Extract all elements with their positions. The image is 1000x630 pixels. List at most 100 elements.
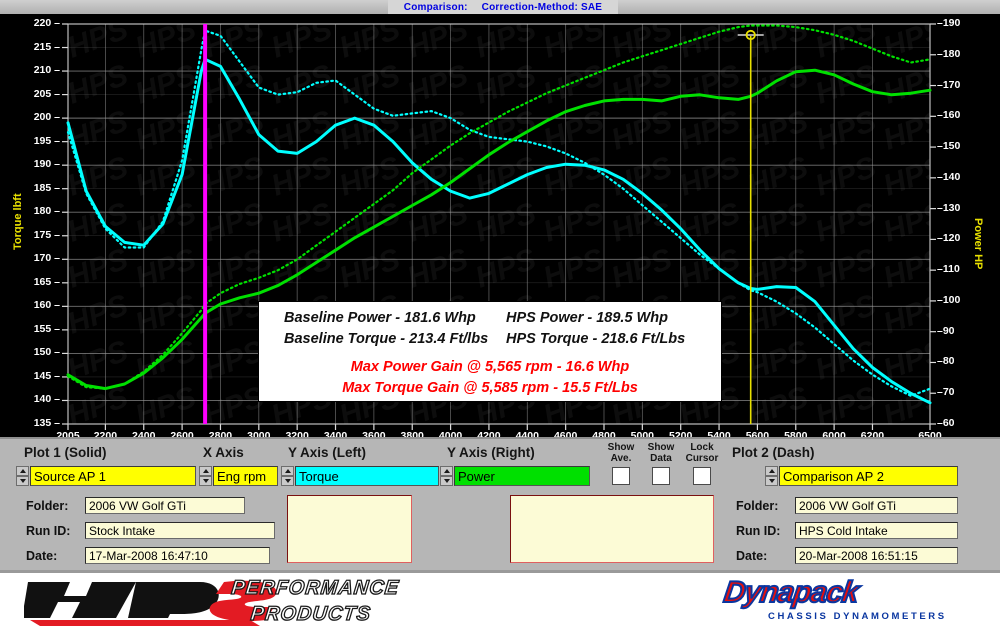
dynapack-wordmark: Dynapack <box>721 575 861 610</box>
y-axis-left-spinner-up-icon[interactable] <box>281 466 294 476</box>
plot2-spinner-down-icon[interactable] <box>765 476 778 486</box>
y-axis-right-title: Power HP <box>972 218 984 270</box>
y-right-tick-190: –190 <box>937 17 961 29</box>
run2-notes-pad[interactable] <box>510 495 714 563</box>
y-left-tick-135: 135 – <box>33 417 60 429</box>
hps-logo-icon <box>24 580 277 626</box>
baseline-torque-text: Baseline Torque - 213.4 Ft/lbs <box>284 330 489 347</box>
y-right-tick-60: –60 <box>937 417 955 429</box>
show-ave-label-2: Ave. <box>610 452 632 464</box>
hps-torque-text: HPS Torque - 218.6 Ft/Lbs <box>506 330 686 347</box>
show-ave-checkbox[interactable] <box>612 467 630 485</box>
y-left-tick-205: 205 – <box>33 87 60 100</box>
run1-runid-label: Run ID: <box>26 524 71 538</box>
hps-wordmark: PERFORMANCE PRODUCTS <box>227 576 482 628</box>
y-right-tick-120: –120 <box>937 232 961 245</box>
x-axis-spinner-down-icon[interactable] <box>199 476 212 486</box>
correction-method-label: Correction-Method: SAE <box>481 1 603 13</box>
plot1-spinner[interactable] <box>16 466 29 486</box>
plot2-select[interactable]: Comparison AP 2 <box>779 466 958 486</box>
run2-date-label: Date: <box>736 549 768 563</box>
run2-folder-field[interactable]: 2006 VW Golf GTi <box>795 497 958 514</box>
show-data-checkbox[interactable] <box>652 467 670 485</box>
x-axis-select[interactable]: Eng rpm <box>213 466 278 486</box>
y-left-tick-180: 180 – <box>33 205 60 218</box>
plot2-spinner-up-icon[interactable] <box>765 466 778 476</box>
y-left-tick-155: 155 – <box>33 322 60 335</box>
y-left-tick-215: 215 – <box>33 40 60 53</box>
y-left-tick-175: 175 – <box>33 228 60 241</box>
y-axis-right-spinner-down-icon[interactable] <box>440 476 453 486</box>
y-right-tick-170: –170 <box>937 78 961 91</box>
y-left-tick-195: 195 – <box>33 134 60 147</box>
y-left-tick-150: 150 – <box>33 346 60 359</box>
y-right-tick-90: –90 <box>937 324 955 337</box>
run1-date-field[interactable]: 17-Mar-2008 16:47:10 <box>85 547 270 564</box>
plot1-spinner-down-icon[interactable] <box>16 476 29 486</box>
hps-performance-text: PERFORMANCE <box>230 576 401 599</box>
show-ave-label-1: Show <box>607 442 635 453</box>
run2-runid-label: Run ID: <box>736 524 781 538</box>
y-left-tick-170: 170 – <box>33 252 60 265</box>
y-axis-right-spinner[interactable] <box>440 466 453 486</box>
y-left-tick-200: 200 – <box>33 111 60 124</box>
y-left-tick-145: 145 – <box>33 369 60 382</box>
plot1-spinner-up-icon[interactable] <box>16 466 29 476</box>
y-axis-left-spinner[interactable] <box>281 466 294 486</box>
y-right-tick-150: –150 <box>937 140 961 153</box>
plot1-header: Plot 1 (Solid) <box>24 445 107 460</box>
y-right-tick-130: –130 <box>937 201 961 214</box>
show-data-label-1: Show <box>647 442 675 453</box>
lock-cursor-checkbox[interactable] <box>693 467 711 485</box>
run1-notes-pad[interactable] <box>287 495 412 563</box>
max-power-gain-text: Max Power Gain @ 5,565 rpm - 16.6 Whp <box>350 359 630 375</box>
run1-folder-field[interactable]: 2006 VW Golf GTi <box>85 497 245 514</box>
run2-date-field[interactable]: 20-Mar-2008 16:51:15 <box>795 547 958 564</box>
run1-date-label: Date: <box>26 549 58 563</box>
max-torque-gain-text: Max Torque Gain @ 5,585 rpm - 15.5 Ft/Lb… <box>342 380 638 397</box>
y-left-tick-210: 210 – <box>33 64 60 77</box>
y-left-tick-165: 165 – <box>33 275 60 288</box>
control-panel: Plot 1 (Solid) X Axis Y Axis (Left) Y Ax… <box>0 437 1000 570</box>
y-left-tick-190: 190 – <box>33 158 60 171</box>
show-data-label-2: Data <box>650 452 672 464</box>
y-right-tick-110: –110 <box>937 263 960 276</box>
window-title-bar: Comparison: Correction-Method: SAE <box>0 0 1000 14</box>
run1-runid-field[interactable]: Stock Intake <box>85 522 275 539</box>
comparison-label: Comparison: <box>403 1 468 13</box>
y-axis-left-select[interactable]: Torque <box>295 466 439 486</box>
baseline-power-text: Baseline Power - 181.6 Whp <box>284 309 476 326</box>
y-left-tick-185: 185 – <box>33 181 60 194</box>
y-left-tick-220: 220 – <box>33 17 60 29</box>
lock-cursor-label-2: Cursor <box>685 452 719 464</box>
y-right-tick-70: –70 <box>937 386 955 399</box>
y-right-tick-100: –100 <box>937 293 961 306</box>
run1-folder-label: Folder: <box>26 499 69 513</box>
y-right-tick-160: –160 <box>937 109 961 122</box>
footer-logo-bar: PERFORMANCE PRODUCTS Dynapack CHASSIS DY… <box>0 570 1000 630</box>
plot2-spinner[interactable] <box>765 466 778 486</box>
hps-power-text: HPS Power - 189.5 Whp <box>506 309 668 326</box>
y-axis-right-select[interactable]: Power <box>454 466 590 486</box>
y-axis-right-spinner-up-icon[interactable] <box>440 466 453 476</box>
y-right-tick-140: –140 <box>937 170 961 183</box>
run2-runid-field[interactable]: HPS Cold Intake <box>795 522 958 539</box>
dyno-chart[interactable]: HPS HPS HPS HPS HPS HPS HPS HPS HPS HPS HPS HPS HPS H… <box>0 14 1000 442</box>
hps-products-text: PRODUCTS <box>249 602 373 625</box>
plot1-select[interactable]: Source AP 1 <box>30 466 196 486</box>
y-axis-left-title: Torque lbft <box>12 193 24 250</box>
y-axis-right-header: Y Axis (Right) <box>447 445 535 460</box>
y-right-tick-80: –80 <box>937 355 955 368</box>
plot2-header: Plot 2 (Dash) <box>732 445 815 460</box>
y-left-tick-140: 140 – <box>33 393 60 406</box>
y-right-tick-180: –180 <box>937 47 961 60</box>
x-axis-header: X Axis <box>203 445 244 460</box>
x-axis-spinner-up-icon[interactable] <box>199 466 212 476</box>
y-axis-left-header: Y Axis (Left) <box>288 445 367 460</box>
dynapack-subtitle: CHASSIS DYNAMOMETERS <box>768 611 947 622</box>
y-left-tick-160: 160 – <box>33 299 60 312</box>
lock-cursor-label-1: Lock <box>690 442 714 453</box>
y-axis-left-spinner-down-icon[interactable] <box>281 476 294 486</box>
x-axis-spinner[interactable] <box>199 466 212 486</box>
